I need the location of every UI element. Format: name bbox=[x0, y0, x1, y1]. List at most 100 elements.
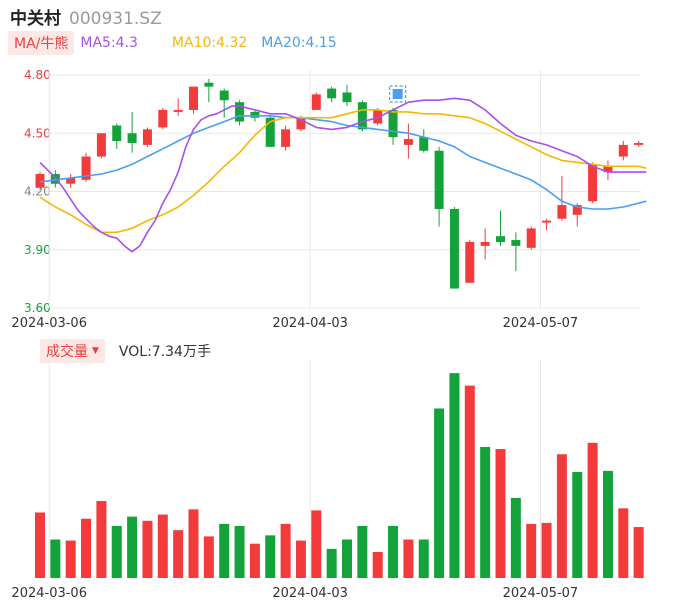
ma5-line bbox=[39, 97, 647, 253]
x-tick-label: 2024-04-03 bbox=[272, 316, 348, 331]
candle-body bbox=[542, 220, 552, 223]
candle-body bbox=[618, 144, 628, 157]
volume-bar bbox=[495, 449, 506, 578]
volume-bar bbox=[188, 509, 199, 578]
y-tick-label: 3.90 bbox=[24, 243, 51, 257]
ma20-line bbox=[39, 115, 647, 210]
volume-bar bbox=[96, 501, 107, 578]
y-tick-label: 4.20 bbox=[24, 185, 51, 199]
event-marker-icon bbox=[392, 89, 403, 99]
volume-legend: 成交量 ▼ VOL:7.34万手 bbox=[40, 339, 211, 363]
volume-bar bbox=[234, 526, 245, 578]
ma20-label: MA20:4.15 bbox=[261, 35, 337, 51]
volume-bar bbox=[111, 526, 122, 578]
candle-body bbox=[603, 166, 613, 173]
candle-body bbox=[81, 156, 91, 180]
x-tick-label: 2024-03-06 bbox=[11, 316, 87, 331]
candle-body bbox=[219, 90, 229, 101]
candle-body bbox=[511, 240, 521, 246]
candle-body bbox=[142, 129, 152, 145]
volume-bar bbox=[449, 373, 460, 578]
volume-bar bbox=[342, 539, 352, 578]
volume-bar bbox=[357, 526, 368, 578]
candle-body bbox=[311, 94, 321, 110]
ma-legend: MA/牛熊 MA5:4.3 MA10:4.32 MA20:4.15 bbox=[8, 31, 351, 55]
candle-body bbox=[449, 208, 459, 289]
stock-code: 000931.SZ bbox=[69, 9, 162, 29]
event-marker-icon bbox=[389, 85, 407, 103]
volume-bar bbox=[464, 385, 475, 578]
volume-bar bbox=[388, 526, 399, 578]
volume-bar bbox=[587, 442, 598, 578]
stock-name: 中关村 bbox=[10, 9, 61, 29]
candle-body bbox=[204, 82, 214, 87]
candle-body bbox=[158, 109, 168, 128]
candle-body bbox=[35, 174, 45, 188]
ma10-label: MA10:4.32 bbox=[171, 35, 248, 51]
volume-bar bbox=[418, 539, 429, 578]
candle-body bbox=[96, 133, 106, 157]
volume-bar bbox=[35, 512, 45, 578]
candle-body bbox=[66, 177, 76, 184]
volume-bar bbox=[203, 536, 214, 578]
candle-body bbox=[235, 102, 245, 122]
candle-body bbox=[296, 117, 306, 130]
x-tick-label: 2024-03-06 bbox=[11, 586, 87, 601]
volume-bar bbox=[173, 530, 184, 578]
volume-bar bbox=[556, 454, 567, 578]
y-tick-label: 4.50 bbox=[24, 126, 51, 140]
volume-bar bbox=[633, 527, 644, 578]
volume-bar bbox=[541, 522, 552, 578]
ma5-label: MA5:4.3 bbox=[80, 35, 138, 51]
volume-bar bbox=[280, 523, 291, 578]
candle-body bbox=[480, 241, 490, 246]
candle-body bbox=[327, 88, 337, 99]
candle-body bbox=[173, 109, 183, 112]
volume-bar bbox=[50, 539, 61, 578]
x-tick-label: 2024-04-03 bbox=[272, 586, 348, 601]
candle-body bbox=[634, 142, 644, 145]
volume-bar bbox=[434, 408, 445, 578]
volume-bar bbox=[326, 548, 337, 578]
volume-bar bbox=[372, 552, 383, 578]
volume-bar bbox=[157, 514, 168, 578]
volume-type-selector[interactable]: 成交量 ▼ bbox=[40, 339, 105, 363]
candle-body bbox=[434, 150, 444, 209]
volume-bar bbox=[311, 510, 322, 578]
volume-bar bbox=[142, 520, 153, 578]
y-tick-label: 3.60 bbox=[24, 301, 51, 315]
candle-body bbox=[265, 117, 275, 147]
candle-body bbox=[526, 228, 536, 248]
x-tick-label: 2024-05-07 bbox=[503, 586, 579, 601]
volume-bar bbox=[618, 508, 629, 578]
volume-bar bbox=[572, 471, 583, 578]
candle-body bbox=[465, 241, 475, 283]
volume-type-label: 成交量 bbox=[46, 344, 88, 360]
volume-bar bbox=[249, 543, 260, 578]
candle-body bbox=[403, 139, 413, 145]
candle-body bbox=[419, 137, 429, 151]
ma-type-selector[interactable]: MA/牛熊 bbox=[8, 31, 75, 55]
candle-body bbox=[357, 102, 367, 130]
candle-body bbox=[588, 164, 598, 202]
volume-bar bbox=[265, 535, 276, 578]
candle-body bbox=[281, 129, 291, 147]
candle-body bbox=[557, 205, 567, 219]
candle-body bbox=[127, 133, 137, 143]
x-tick-label: 2024-05-07 bbox=[503, 316, 579, 331]
candle-body bbox=[189, 86, 198, 110]
volume-bar bbox=[526, 523, 537, 578]
candle-body bbox=[342, 92, 352, 103]
volume-value: VOL:7.34万手 bbox=[118, 344, 211, 360]
y-tick-label: 4.80 bbox=[24, 68, 51, 82]
volume-bar bbox=[81, 518, 92, 578]
caret-down-icon: ▼ bbox=[92, 346, 99, 356]
candle-body bbox=[112, 125, 122, 142]
candle-body bbox=[572, 205, 582, 215]
candle-body bbox=[496, 236, 505, 242]
candle-body bbox=[388, 109, 398, 138]
volume-bar bbox=[65, 540, 76, 578]
volume-bar bbox=[480, 446, 491, 578]
volume-bar bbox=[403, 539, 414, 578]
